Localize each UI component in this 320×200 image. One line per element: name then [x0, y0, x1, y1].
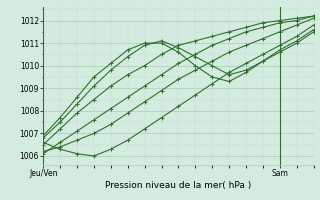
X-axis label: Pression niveau de la mer( hPa ): Pression niveau de la mer( hPa )	[105, 181, 252, 190]
